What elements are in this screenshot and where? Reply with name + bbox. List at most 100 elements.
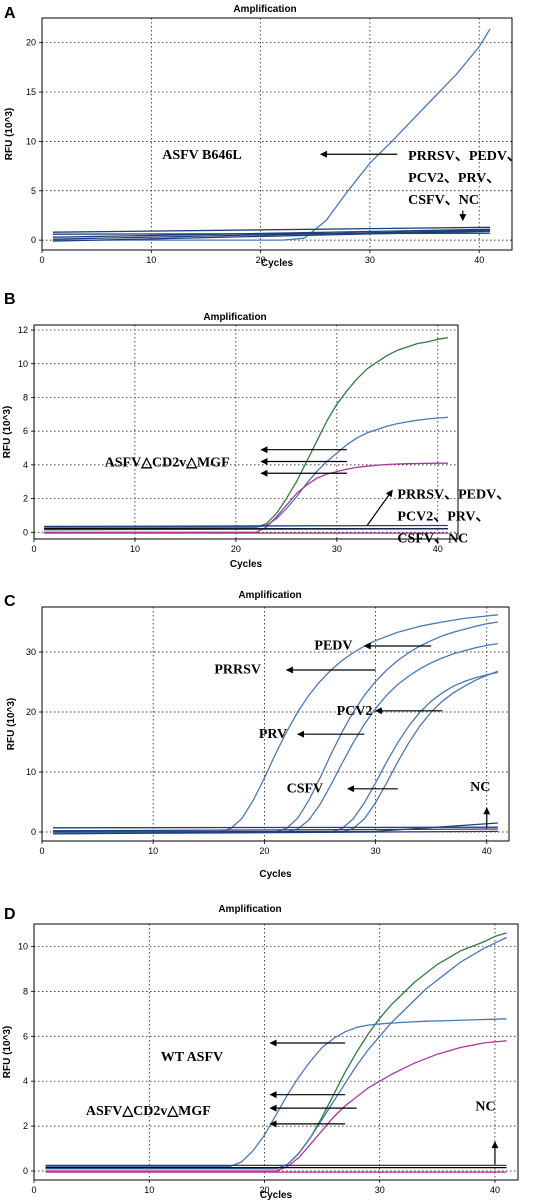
panel-label: A [4,5,16,22]
x-axis-label: Cycles [260,1190,293,1201]
y-tick-label: 2 [23,494,28,504]
panel-label: C [4,593,16,610]
y-tick-label: 8 [23,986,28,996]
series-group [44,336,449,534]
series-line-7 [53,828,498,832]
annotation-label: ASFV B646L [162,148,241,163]
x-tick-label: 20 [259,1185,269,1195]
chart-panel-d: D Amplification 0 10 20 30 40 0 2 4 6 8 10 Cycles RFU … [2,904,519,1201]
annotation-label: PEDV [314,639,352,654]
series-group [52,28,491,242]
y-tick-label: 30 [26,647,36,657]
series-line-1 [53,614,498,833]
plot-frame [41,17,513,251]
chart-title: Amplification [238,590,301,601]
y-axis-label: RFU (10^3) [4,108,15,161]
y-axis-label: RFU (10^3) [6,698,17,751]
chart-title: Amplification [233,4,296,15]
annotation-label: CSFV、NC [408,193,479,208]
series-line-1 [44,336,449,528]
y-tick-label: 2 [23,1121,28,1131]
series-line-2 [52,226,491,233]
annotation-label: NC [470,780,490,795]
y-tick-label: 6 [23,1031,28,1041]
annotation-label: PCV2 [337,704,373,719]
annotation-label: PRV [259,727,287,742]
chart-panel-c: C Amplification 0 10 20 30 40 0 10 20 30 Cycles RFU … [4,590,510,880]
annotation-label: PRRSV、PEDV、 [408,149,521,164]
x-tick-label: 10 [146,255,156,265]
y-tick-label: 4 [23,1076,28,1086]
annotation-label: PCV2、PRV、 [397,510,489,525]
series-line-4 [53,671,499,833]
annotation-label: PRRSV [214,663,261,678]
y-tick-label: 10 [26,136,36,146]
annotation-label: ASFV△CD2v△MGF [86,1104,211,1119]
chart-panel-b: B Amplification 0 10 20 30 40 0 2 4 6 8 10 12 Cycles RF… [2,291,510,570]
y-tick-label: 5 [31,186,36,196]
series-line-6 [52,229,491,240]
x-axis-label: Cycles [259,869,292,880]
x-tick-label: 30 [332,544,342,554]
series-line-5 [53,670,499,833]
x-tick-label: 0 [31,544,36,554]
x-tick-label: 30 [371,846,381,856]
series-line-4 [44,524,448,528]
series-line-8 [53,830,498,835]
x-tick-label: 40 [433,544,443,554]
series-group [53,614,499,835]
series-line-1 [52,28,491,241]
series-line-4 [45,1040,507,1172]
annotation-label: PRRSV、PEDV、 [397,488,510,503]
panel-label: D [4,906,16,923]
y-tick-label: 4 [23,460,28,470]
x-tick-label: 20 [256,255,266,265]
plot-frame [33,923,519,1181]
annotation-label: CSFV [287,781,324,796]
y-tick-label: 0 [31,827,36,837]
series-line-3 [53,642,499,833]
plot-frame [41,606,510,842]
annotation-label: NC [475,1099,495,1114]
series-line-6 [53,826,498,829]
y-tick-label: 15 [26,87,36,97]
series-line-3 [45,936,507,1170]
series-line-2 [53,621,499,833]
plot-frame [33,324,459,540]
annotation-arrow [366,489,393,526]
y-tick-label: 10 [26,767,36,777]
x-tick-label: 10 [144,1185,154,1195]
x-tick-label: 10 [148,846,158,856]
annotation-label: PCV2、PRV、 [408,171,500,186]
y-axis-label: RFU (10^3) [2,1026,13,1079]
y-axis-label: RFU (10^3) [2,406,13,459]
y-tick-label: 0 [31,235,36,245]
x-tick-label: 40 [482,846,492,856]
y-tick-label: 0 [23,527,28,537]
x-tick-label: 0 [39,846,44,856]
series-group [45,932,507,1173]
y-tick-label: 20 [26,38,36,48]
chart-title: Amplification [203,312,266,323]
y-tick-label: 8 [23,392,28,402]
panel-label: B [4,291,16,308]
x-tick-label: 0 [31,1185,36,1195]
series-line-6 [44,528,448,531]
y-tick-label: 10 [18,359,28,369]
y-tick-label: 20 [26,707,36,717]
y-tick-label: 12 [18,325,28,335]
series-line-9 [53,822,498,833]
x-axis-label: Cycles [230,559,263,570]
series-line-5 [52,232,491,235]
x-tick-label: 10 [130,544,140,554]
annotation-label: WT ASFV [161,1050,223,1065]
series-line-3 [44,462,448,533]
annotation-label: CSFV、NC [397,532,468,547]
x-tick-label: 20 [259,846,269,856]
x-tick-label: 40 [490,1185,500,1195]
series-line-2 [45,932,507,1170]
x-tick-label: 30 [365,255,375,265]
x-tick-label: 30 [375,1185,385,1195]
y-tick-label: 6 [23,426,28,436]
